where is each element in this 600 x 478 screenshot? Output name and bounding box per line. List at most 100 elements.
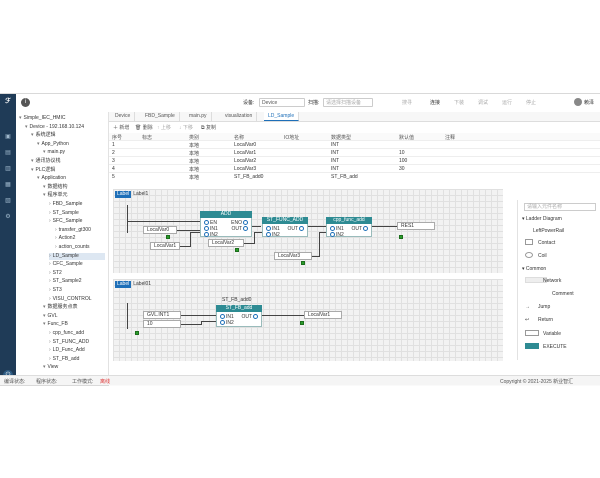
table-cell[interactable]: INT	[331, 142, 340, 148]
palette-item-jump[interactable]: Jump	[538, 304, 551, 310]
tree-node[interactable]: ▾ main.py	[43, 149, 105, 156]
variable-box[interactable]: LocalVar1	[304, 311, 342, 319]
tree-expand-icon[interactable]: ›	[49, 201, 51, 207]
tree-node[interactable]: › Action2	[55, 235, 105, 242]
tree-expand-icon[interactable]: ›	[49, 347, 51, 354]
table-cell[interactable]: 本地	[189, 143, 200, 149]
column-header[interactable]: 默认值	[399, 135, 415, 141]
table-cell[interactable]: 4	[112, 166, 115, 172]
table-cell[interactable]: 本地	[189, 151, 200, 157]
table-cell[interactable]: INT	[331, 166, 340, 172]
home-icon[interactable]: ▣	[5, 134, 11, 140]
avatar[interactable]	[574, 98, 582, 106]
tree-node[interactable]: › ST_FUNC_ADD	[49, 339, 105, 346]
tree-expand-icon[interactable]: ›	[49, 287, 51, 293]
tree-node[interactable]: ▾ Device - 192.168.10.124	[25, 124, 105, 131]
table-cell[interactable]: ST_FB_add0	[234, 174, 264, 180]
tree-expand-icon[interactable]: ›	[49, 355, 51, 362]
table-cell[interactable]: 5	[112, 174, 115, 180]
palette-item-variable[interactable]: Variable	[543, 331, 561, 337]
cpp-func-add-block[interactable]: cpp_func_add IN1 IN2 OUT	[326, 217, 372, 238]
palette-item-coil[interactable]: Coil	[538, 253, 547, 259]
tree-node[interactable]: › transfer_gt300	[55, 227, 105, 234]
tree-expand-icon[interactable]: ›	[49, 295, 51, 302]
tab-ld-sample[interactable]: LD_Sample	[264, 112, 300, 121]
palette-search-input[interactable]: 请输入元件名称	[524, 203, 596, 211]
chart-icon[interactable]: ▦	[5, 182, 11, 188]
ld-network-1[interactable]: Label Label1 ADD EN IN1 IN2 ENO OUT Local…	[113, 189, 503, 273]
table-row[interactable]: 1 本地 LocalVar0 INT	[109, 141, 600, 149]
tree-expand-icon[interactable]: ▾	[43, 364, 46, 371]
tree-expand-icon[interactable]: ▾	[31, 132, 34, 139]
table-cell[interactable]: 100	[399, 158, 408, 164]
tree-expand-icon[interactable]: ▾	[37, 140, 40, 147]
palette-item-contact[interactable]: Contact	[538, 240, 556, 246]
network-label[interactable]: Label Label1	[115, 191, 149, 198]
copy-variable-button[interactable]: ⧉ 复制	[201, 125, 216, 131]
table-cell[interactable]: 本地	[189, 167, 200, 173]
tree-expand-icon[interactable]: ▾	[43, 312, 46, 319]
network-label[interactable]: Label Label01	[115, 281, 152, 288]
add-block[interactable]: ADD EN IN1 IN2 ENO OUT	[200, 211, 252, 238]
table-cell[interactable]: INT	[331, 158, 340, 164]
tree-expand-icon[interactable]: ▾	[43, 321, 46, 328]
tree-node[interactable]: ▾ GVL	[43, 313, 105, 320]
add-variable-button[interactable]: ＋ 新增	[113, 125, 130, 131]
palette-item-network[interactable]: Network	[543, 278, 562, 284]
table-cell[interactable]: 本地	[189, 175, 200, 180]
run-button[interactable]: 运行	[502, 100, 513, 106]
tree-expand-icon[interactable]: ▾	[43, 149, 46, 156]
column-header[interactable]: 数据类型	[331, 135, 352, 141]
palette-item-return[interactable]: Return	[538, 317, 554, 323]
tab-device[interactable]: Device	[111, 112, 136, 121]
tree-expand-icon[interactable]: ▾	[19, 115, 22, 121]
tree-expand-icon[interactable]: ›	[49, 278, 51, 285]
table-cell[interactable]: INT	[331, 150, 340, 156]
variable-box[interactable]: GVL.INT1	[143, 311, 181, 319]
tab-main-py[interactable]: main.py	[185, 112, 212, 121]
tree-node[interactable]: ▾ 数据结构	[43, 184, 105, 191]
tree-node[interactable]: › FBD_Sample	[49, 201, 105, 208]
tree-node[interactable]: › SFC_Sample	[49, 218, 105, 225]
tree-node[interactable]: › cpp_func_add	[49, 330, 105, 337]
tree-expand-icon[interactable]: ▾	[31, 158, 34, 164]
tree-expand-icon[interactable]: ▾	[43, 192, 46, 199]
tree-expand-icon[interactable]: ›	[49, 218, 51, 225]
tree-expand-icon[interactable]: ›	[49, 209, 51, 216]
table-row[interactable]: 5 本地 ST_FB_add0 ST_FB_add	[109, 173, 600, 180]
stop-button[interactable]: 停止	[526, 100, 537, 106]
table-cell[interactable]: LocalVar3	[234, 166, 257, 172]
table-cell[interactable]: 3	[112, 158, 115, 164]
column-header[interactable]: 注释	[445, 135, 456, 141]
tree-node[interactable]: ▾ 系统逻辑	[31, 132, 105, 139]
tree-expand-icon[interactable]: ›	[49, 261, 51, 268]
tree-node[interactable]: ▾ View	[43, 364, 105, 371]
table-row[interactable]: 2 本地 LocalVar1 INT 10	[109, 149, 600, 157]
table-cell[interactable]: 1	[112, 142, 115, 148]
info-icon[interactable]: i	[21, 98, 30, 107]
table-cell[interactable]: 2	[112, 150, 115, 156]
tree-node[interactable]: ▾ Application	[37, 175, 105, 182]
tree-node[interactable]: ▾ Func_FB	[43, 321, 105, 328]
tree-node[interactable]: › LD_Func_Add	[49, 347, 105, 354]
tree-expand-icon[interactable]: ›	[49, 330, 51, 336]
st-func-add-block[interactable]: ST_FUNC_ADD IN1 IN2 OUT	[262, 217, 308, 238]
tree-node[interactable]: ▾ PLC逻辑	[31, 167, 105, 174]
palette-item-comment[interactable]: Comment	[552, 291, 574, 297]
delete-variable-button[interactable]: 🗑 删除	[135, 125, 153, 131]
column-header[interactable]: 标志	[142, 135, 153, 141]
variable-box[interactable]: RES1	[397, 222, 435, 230]
search-button[interactable]: 搜寻	[402, 100, 413, 106]
tree-expand-icon[interactable]: ▾	[25, 123, 28, 130]
tree-expand-icon[interactable]: ›	[55, 235, 57, 242]
tree-expand-icon[interactable]: ▾	[43, 304, 46, 311]
move-down-button[interactable]: ↓ 下移	[179, 125, 193, 131]
column-header[interactable]: IO地址	[284, 135, 300, 141]
table-cell[interactable]: 本地	[189, 159, 200, 165]
user-name[interactable]: 赖泽	[584, 100, 595, 106]
tools-icon[interactable]: ▧	[5, 198, 11, 204]
tree-node[interactable]: › LD_Sample	[49, 252, 105, 260]
tree-node[interactable]: ▾ 程序单元	[43, 192, 105, 199]
tab-fbd-sample[interactable]: FBD_Sample	[141, 112, 180, 121]
move-up-button[interactable]: ↑ 上移	[157, 125, 171, 131]
